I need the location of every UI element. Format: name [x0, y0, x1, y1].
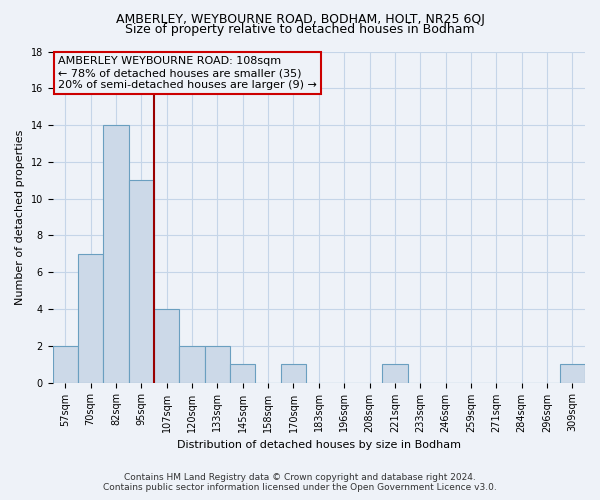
Bar: [53, 346, 78, 383]
Bar: [382, 364, 407, 382]
Bar: [230, 364, 256, 382]
Text: AMBERLEY WEYBOURNE ROAD: 108sqm
← 78% of detached houses are smaller (35)
20% of: AMBERLEY WEYBOURNE ROAD: 108sqm ← 78% of…: [58, 56, 317, 90]
Text: AMBERLEY, WEYBOURNE ROAD, BODHAM, HOLT, NR25 6QJ: AMBERLEY, WEYBOURNE ROAD, BODHAM, HOLT, …: [116, 12, 484, 26]
Bar: [154, 309, 179, 382]
Bar: [103, 125, 129, 382]
Bar: [560, 364, 585, 382]
Y-axis label: Number of detached properties: Number of detached properties: [15, 130, 25, 304]
Text: Size of property relative to detached houses in Bodham: Size of property relative to detached ho…: [125, 22, 475, 36]
Bar: [179, 346, 205, 383]
Text: Contains HM Land Registry data © Crown copyright and database right 2024.
Contai: Contains HM Land Registry data © Crown c…: [103, 473, 497, 492]
Bar: [205, 346, 230, 383]
X-axis label: Distribution of detached houses by size in Bodham: Distribution of detached houses by size …: [177, 440, 461, 450]
Bar: [129, 180, 154, 382]
Bar: [78, 254, 103, 382]
Bar: [281, 364, 306, 382]
